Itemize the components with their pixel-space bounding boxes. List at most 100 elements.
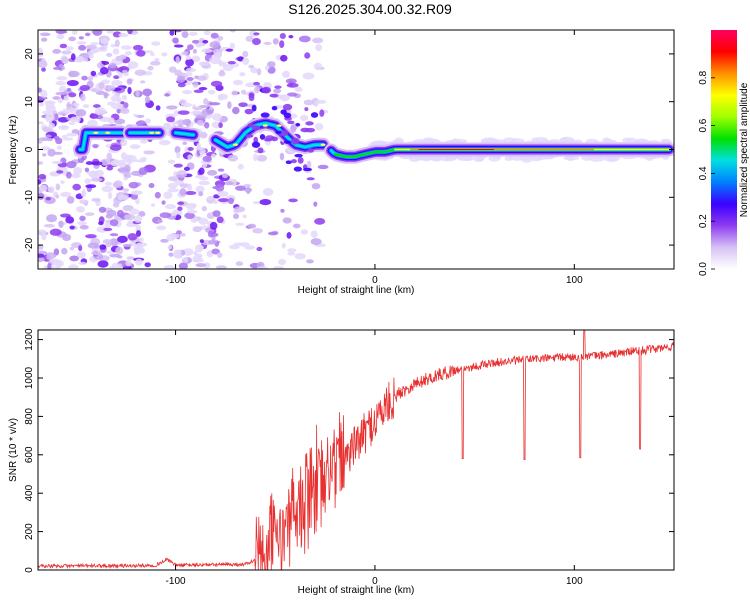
noise-blob [51,110,57,115]
y-tick-label: 1200 [24,328,35,351]
noise-blob [151,41,161,46]
noise-blob [161,52,168,57]
noise-blob [193,89,204,94]
noise-blob [167,188,180,193]
ridge-scatter [295,122,301,127]
noise-blob [135,197,140,205]
noise-blob [65,216,75,224]
noise-blob [90,177,103,182]
ridge-scatter [305,121,314,126]
noise-blob [38,192,45,200]
ridge-scatter [300,127,310,133]
noise-blob [66,132,78,137]
noise-blob [158,139,171,146]
noise-blob [101,185,114,193]
noise-blob [41,67,46,72]
noise-blob [116,108,122,114]
noise-blob [144,118,152,124]
noise-blob [61,50,72,55]
ridge-scatter [310,112,319,118]
noise-blob [39,32,51,37]
noise-blob [182,141,188,145]
noise-blob [198,191,204,197]
noise-blob [225,48,234,52]
noise-blob [115,246,124,255]
noise-blob [231,90,238,96]
noise-blob [192,226,202,233]
noise-blob [192,49,197,54]
noise-blob [109,144,122,151]
noise-blob [202,39,209,44]
noise-blob [279,40,285,48]
noise-blob [150,52,155,57]
noise-blob [129,144,141,150]
noise-blob [159,212,172,219]
noise-blob [279,152,285,161]
noise-blob [46,214,58,223]
noise-blob [196,148,201,157]
noise-blob [105,214,113,219]
noise-blob [233,206,246,213]
ridge-scatter [270,136,279,142]
noise-blob [68,36,77,42]
noise-blob [203,97,209,105]
noise-blob [206,196,215,201]
noise-blob [218,70,226,77]
noise-blob [216,216,224,224]
colorbar-ticks: 0.0 0.2 0.4 0.6 0.8 [698,70,715,276]
noise-blob [163,191,173,200]
noise-blob [150,60,161,66]
noise-blob [178,262,189,269]
noise-blob [173,44,184,48]
noise-blob [144,262,151,268]
noise-blob [38,137,43,144]
ridge-scatter [251,141,261,148]
noise-blob [180,233,186,237]
noise-blob [76,55,85,63]
noise-blob [78,36,84,40]
noise-blob [66,80,79,87]
noise-blob [563,155,580,161]
noise-blob [109,233,119,237]
ridge-scatter [248,92,255,98]
ridge-scatter [280,109,287,115]
noise-blob [235,222,245,226]
spectrogram-y-label: Frequency (Hz) [8,116,19,185]
noise-blob [177,206,183,211]
noise-blob [216,252,223,258]
noise-blob [256,68,262,76]
snr-series-line [38,330,674,570]
noise-blob [104,221,112,228]
noise-blob [626,137,637,144]
noise-blob [136,49,146,57]
noise-blob [256,266,269,269]
noise-blob [264,65,270,71]
noise-blob [105,242,112,248]
noise-blob [177,110,190,115]
noise-blob [310,238,322,246]
noise-blob [134,215,143,223]
noise-blob [94,107,106,115]
y-tick-label: 200 [24,523,35,540]
noise-blob [61,247,68,255]
noise-blob [273,265,285,269]
noise-blob [187,147,194,151]
noise-blob [70,53,76,61]
noise-blob [135,258,143,266]
noise-blob [106,30,115,34]
noise-blob [39,184,48,192]
noise-blob [185,55,192,60]
noise-blob [198,86,208,91]
noise-blob [47,186,55,194]
noise-blob [204,121,210,129]
noise-blob [97,260,109,268]
noise-blob [175,56,180,64]
noise-blob [81,75,88,81]
noise-blob [40,89,48,98]
noise-blob [90,70,97,77]
noise-blob [194,174,205,179]
noise-blob [242,57,250,66]
noise-blob [290,125,297,133]
